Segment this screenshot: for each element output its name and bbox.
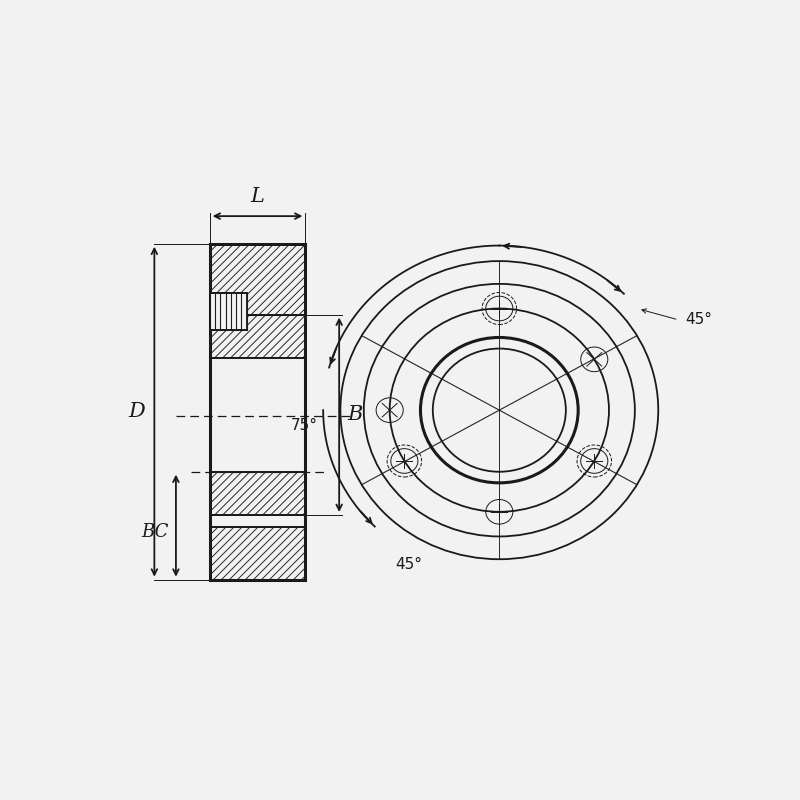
Text: 75°: 75° [290, 418, 318, 433]
Text: 45°: 45° [685, 312, 712, 327]
Bar [210, 293, 246, 330]
Text: BC: BC [141, 523, 169, 541]
Text: L: L [250, 187, 265, 206]
Text: B: B [347, 406, 362, 424]
Text: 45°: 45° [395, 558, 422, 573]
Text: D: D [128, 402, 145, 421]
